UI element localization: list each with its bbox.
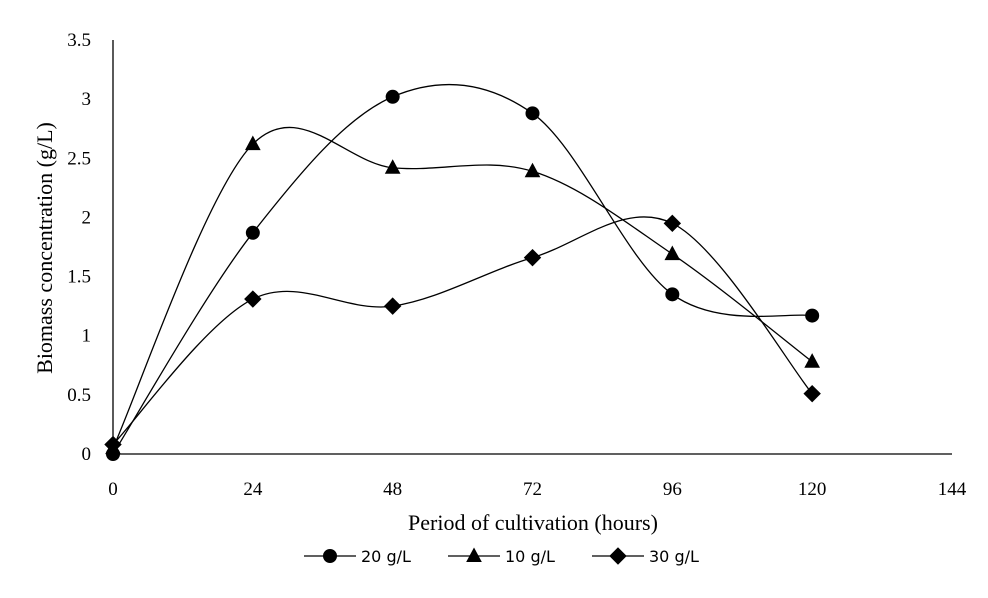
y-tick-label: 3 (82, 89, 92, 110)
legend-marker (323, 549, 337, 563)
data-point (245, 225, 260, 240)
data-point (663, 214, 682, 233)
y-tick-label: 3.5 (67, 30, 91, 51)
legend-marker (609, 547, 627, 565)
legend-label: 10 g/L (505, 547, 555, 566)
x-tick-label: 0 (108, 479, 118, 500)
legend-item: 20 g/L (304, 547, 411, 566)
data-point (524, 162, 541, 178)
data-point (384, 159, 401, 174)
data-point (664, 245, 681, 261)
y-tick-label: 2 (82, 207, 92, 228)
data-point (385, 89, 400, 104)
data-point (805, 308, 820, 323)
x-tick-label: 48 (383, 479, 402, 500)
series-line (112, 83, 813, 455)
x-tick-labels: 0 24 48 72 96 120 144 (108, 479, 967, 500)
series-line (112, 126, 813, 449)
x-tick-label: 144 (938, 479, 967, 500)
legend-item: 30 g/L (592, 547, 699, 566)
series-line (112, 216, 813, 445)
x-tick-label: 96 (663, 479, 682, 500)
legend: 20 g/L 10 g/L 30 g/L (304, 547, 699, 566)
y-tick-labels: 0 0.5 1 1.5 2 2.5 3 3.5 (67, 30, 91, 465)
data-point (525, 106, 540, 121)
data-point (383, 297, 402, 315)
axes (112, 40, 952, 455)
data-point (665, 287, 680, 302)
legend-marker (466, 547, 482, 562)
series-triangle (105, 126, 821, 455)
y-axis-title: Biomass concentration (g/L) (32, 122, 57, 374)
y-tick-label: 2.5 (67, 148, 91, 169)
x-tick-label: 120 (798, 479, 827, 500)
data-point (523, 248, 542, 267)
data-point (244, 135, 261, 151)
data-point (803, 384, 821, 403)
legend-label: 20 g/L (361, 547, 411, 566)
x-tick-label: 72 (523, 479, 542, 500)
series-circle (106, 83, 820, 461)
series-layer (104, 83, 821, 461)
y-tick-label: 0 (82, 444, 92, 465)
data-point (104, 435, 122, 454)
data-point (244, 290, 262, 308)
y-tick-label: 1.5 (67, 267, 91, 288)
series-diamond (104, 214, 821, 454)
y-tick-label: 0.5 (67, 385, 91, 406)
legend-item: 10 g/L (448, 547, 555, 566)
legend-label: 30 g/L (649, 547, 699, 566)
x-axis-title: Period of cultivation (hours) (408, 510, 658, 535)
data-point (804, 353, 821, 368)
y-tick-label: 1 (82, 326, 92, 347)
x-tick-label: 24 (243, 479, 263, 500)
